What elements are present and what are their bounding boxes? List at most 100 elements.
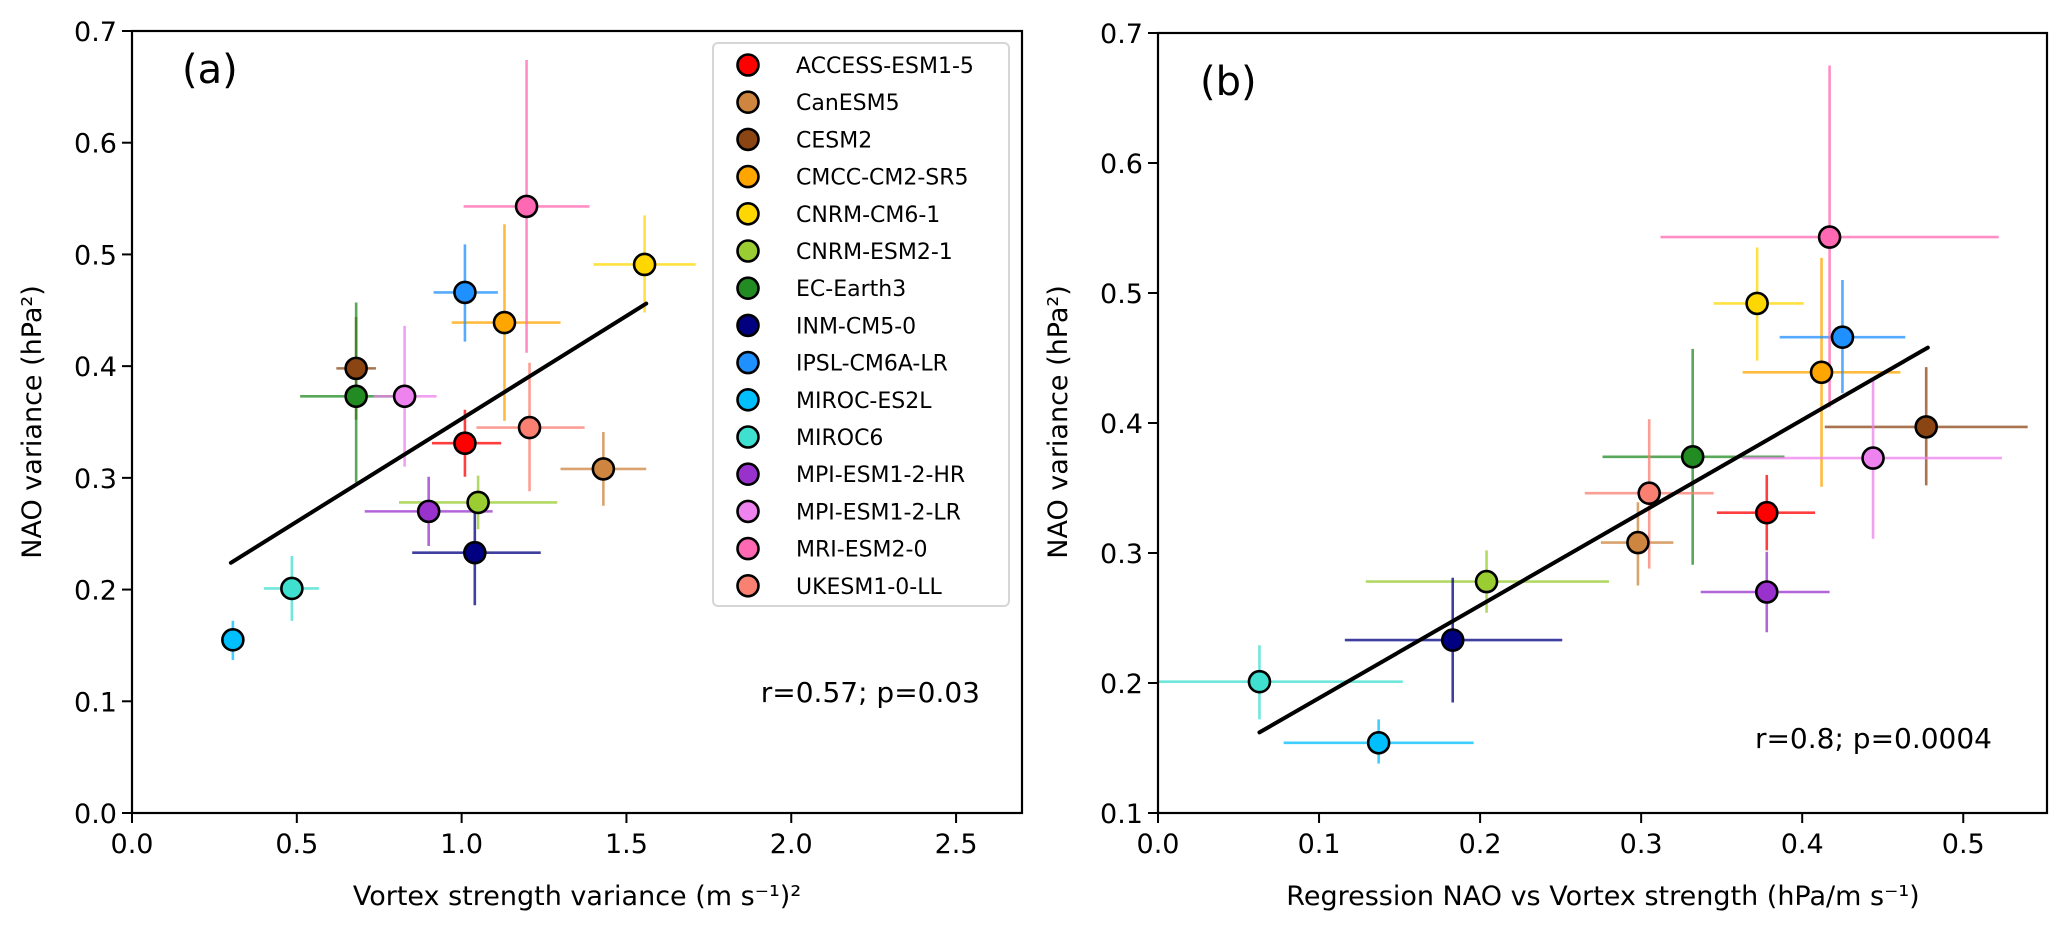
y-tick-label: 0.6 [74, 129, 117, 160]
y-tick-label: 0.7 [74, 17, 117, 48]
panel-b-x-axis-label: Regression NAO vs Vortex strength (hPa/m… [1286, 881, 1919, 912]
point-mpi-esm1-2-lr [392, 384, 417, 409]
point-cnrm-esm2-1 [1474, 569, 1499, 594]
point-ipsl-cm6a-lr [453, 280, 477, 305]
legend-marker [736, 127, 760, 152]
y-tick-label: 0.5 [74, 240, 117, 271]
panel-a-ticks: 0.0 0.5 1.0 1.5 2.0 2.5 0.0 0.1 0.2 0.3 0.4 0.5 0.6 0… [74, 17, 978, 860]
legend-marker [736, 313, 760, 338]
x-tick-label: 1.5 [605, 829, 648, 860]
legend-label: CanESM5 [796, 91, 900, 116]
x-tick-label: 0.3 [1620, 829, 1663, 860]
legend-label: EC-Earth3 [796, 277, 906, 302]
panel-a-y-axis-label: NAO variance (hPa²) [17, 285, 48, 558]
point-access-esm1-5 [1754, 500, 1779, 525]
y-tick-label: 0.6 [1100, 149, 1143, 180]
y-tick-label: 0.7 [1100, 19, 1143, 50]
legend-marker [736, 350, 760, 375]
panel-a-plot-area [221, 60, 696, 660]
panel-b-correlation-annotation: r=0.8; p=0.0004 [1755, 722, 1992, 755]
regression-line [228, 301, 649, 565]
legend-marker [736, 239, 760, 263]
legend: ACCESS-ESM1-5 CanESM5 CESM2 CMCC-CM2-SR5 CNR… [712, 42, 1010, 607]
legend-label: CMCC-CM2-SR5 [796, 166, 969, 191]
y-tick-label: 0.3 [74, 464, 117, 495]
regression-line [1257, 345, 1930, 735]
legend-marker [736, 462, 760, 487]
panel-b-frame [1156, 31, 2049, 815]
x-tick-label: 0.0 [1137, 829, 1180, 860]
point-inm-cm5-0 [1440, 628, 1465, 652]
legend-label: IPSL-CM6A-LR [796, 352, 948, 377]
panel-a-frame [130, 29, 1024, 815]
point-inm-cm5-0 [463, 540, 487, 565]
panel-b-label: (b) [1200, 59, 1257, 105]
legend-item-mpi-esm1-2-hr: MPI-ESM1-2-HR [736, 462, 965, 488]
point-cesm2 [344, 356, 368, 381]
legend-marker [736, 536, 760, 561]
point-cesm2 [1914, 415, 1939, 439]
x-tick-label: 2.5 [935, 829, 978, 860]
panel-b-ticks: 0.0 0.1 0.2 0.3 0.4 0.50.10.20.30.40.50.60.7 [1100, 19, 1985, 860]
x-tick-label: 0.5 [1942, 829, 1985, 860]
point-cmcc-cm2-sr5 [1809, 360, 1834, 385]
panel-a-correlation-annotation: r=0.57; p=0.03 [761, 676, 980, 709]
x-tick-label: 1.0 [440, 829, 483, 860]
legend-marker [736, 53, 760, 77]
legend-label: ACCESS-ESM1-5 [796, 54, 974, 79]
legend-label: INM-CM5-0 [796, 314, 916, 339]
legend-label: MPI-ESM1-2-HR [796, 463, 965, 488]
legend-item-mpi-esm1-2-lr: MPI-ESM1-2-LR [736, 499, 961, 525]
legend-marker [736, 276, 760, 301]
point-mpi-esm1-2-hr [1754, 580, 1779, 604]
legend-label: CNRM-ESM2-1 [796, 240, 953, 265]
legend-item-cmcc-cm2-sr5: CMCC-CM2-SR5 [736, 164, 969, 191]
point-ukesm1-0-ll [1637, 481, 1662, 506]
legend-item-ipsl-cm6a-lr: IPSL-CM6A-LR [736, 350, 948, 377]
point-mpi-esm1-2-hr [416, 499, 441, 524]
x-tick-label: 0.1 [1298, 829, 1341, 860]
panel-b: 0.0 0.1 0.2 0.3 0.4 0.50.10.20.30.40.50.60.7 … [1043, 19, 2049, 912]
legend-marker [736, 387, 760, 412]
y-tick-label: 0.1 [74, 687, 117, 718]
panel-a-label: (a) [182, 47, 238, 93]
panel-a: 0.0 0.5 1.0 1.5 2.0 2.5 0.0 0.1 0.2 0.3 0.4 0.5 0.6 0… [17, 17, 1024, 912]
point-ukesm1-0-ll [517, 415, 542, 440]
point-miroc-es2l [1366, 730, 1391, 755]
legend-label: MIROC-ES2L [796, 389, 932, 414]
legend-label: MPI-ESM1-2-LR [796, 500, 961, 525]
x-tick-label: 0.0 [111, 829, 154, 860]
legend-marker [736, 90, 760, 114]
legend-item-inm-cm5-0: INM-CM5-0 [736, 313, 916, 339]
panel-a-x-axis-label: Vortex strength variance (m s⁻¹)² [353, 881, 801, 912]
panel-b-y-axis-label: NAO variance (hPa²) [1043, 285, 1074, 558]
point-cnrm-cm6-1 [1745, 291, 1769, 316]
point-mri-esm2-0 [514, 194, 539, 219]
y-tick-label: 0.4 [74, 352, 117, 383]
legend-marker [736, 164, 760, 189]
legend-item-cnrm-cm6-1: CNRM-CM6-1 [736, 202, 940, 228]
point-miroc-es2l [221, 628, 245, 652]
point-canesm5 [591, 457, 616, 481]
legend-item-access-esm1-5: ACCESS-ESM1-5 [736, 53, 974, 79]
legend-marker [736, 499, 760, 524]
y-tick-label: 0.3 [1100, 539, 1143, 570]
point-cnrm-cm6-1 [632, 252, 657, 277]
point-ec-earth3 [344, 384, 368, 409]
legend-label: CNRM-CM6-1 [796, 203, 940, 228]
point-cnrm-esm2-1 [466, 490, 490, 515]
legend-frame [712, 42, 1010, 607]
x-tick-label: 0.2 [1459, 829, 1502, 860]
point-ec-earth3 [1680, 444, 1705, 469]
x-tick-label: 0.5 [275, 829, 318, 860]
point-miroc6 [280, 576, 304, 601]
y-tick-label: 0.2 [74, 576, 117, 607]
y-tick-label: 0.1 [1100, 799, 1143, 830]
legend-item-ukesm1-0-ll: UKESM1-0-LL [736, 573, 943, 600]
legend-label: MIROC6 [796, 426, 883, 451]
point-access-esm1-5 [453, 431, 477, 456]
legend-marker [736, 573, 760, 598]
point-miroc6 [1247, 669, 1272, 694]
legend-item-cnrm-esm2-1: CNRM-ESM2-1 [736, 239, 953, 265]
